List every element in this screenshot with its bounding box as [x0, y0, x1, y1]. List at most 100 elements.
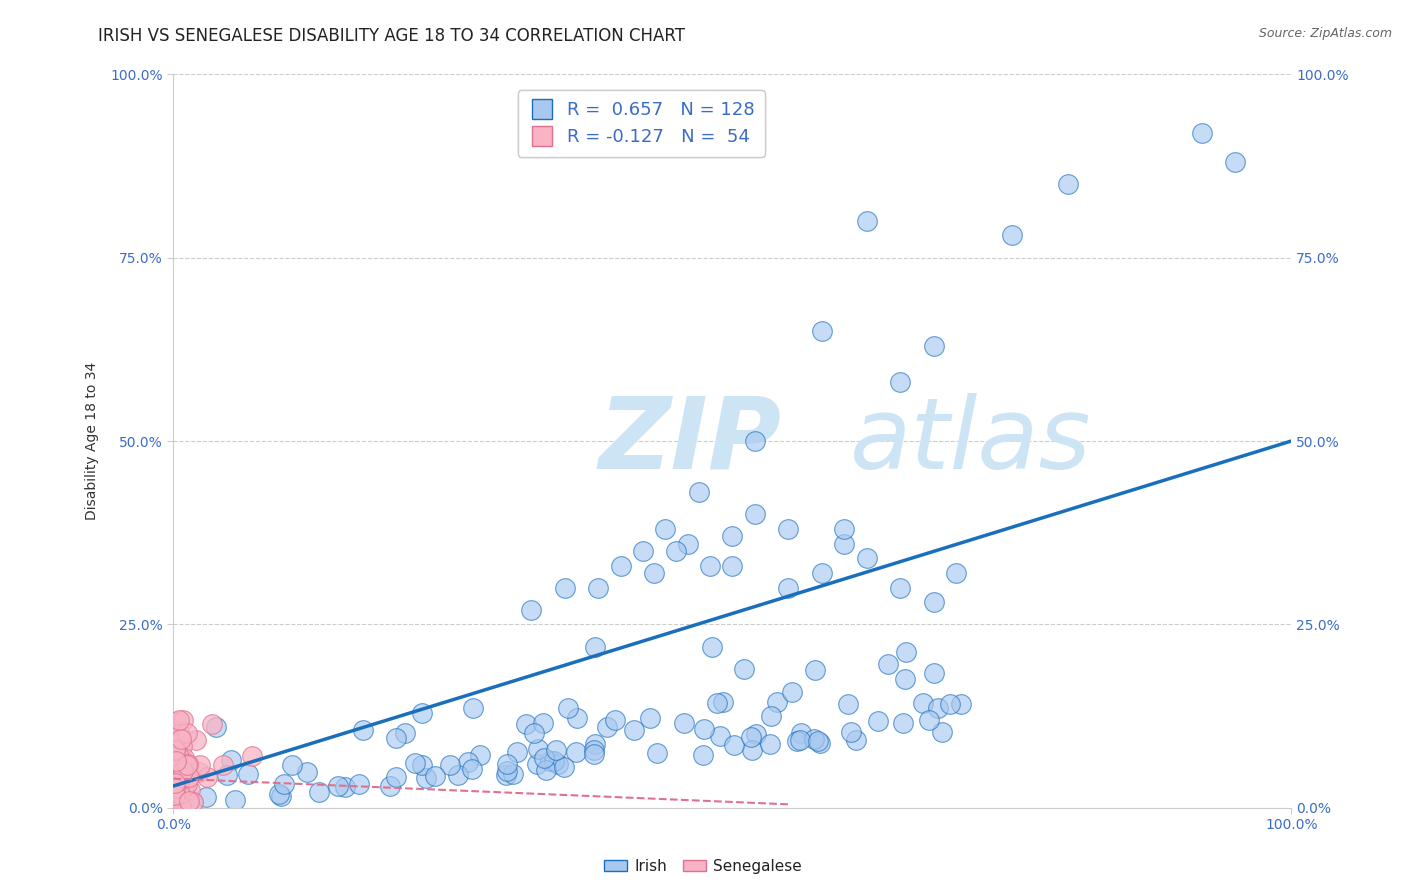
- Point: [889, 376, 911, 390]
- Point: [167, 714, 190, 728]
- Point: [172, 764, 194, 779]
- Point: [411, 758, 433, 772]
- Point: [163, 756, 186, 770]
- Point: [169, 788, 191, 802]
- Point: [700, 640, 723, 654]
- Point: [855, 214, 877, 228]
- Point: [744, 508, 766, 522]
- Point: [170, 732, 193, 747]
- Point: [803, 663, 825, 677]
- Point: [496, 764, 519, 778]
- Point: [167, 800, 190, 814]
- Point: [378, 780, 401, 794]
- Point: [744, 434, 766, 448]
- Point: [534, 764, 557, 778]
- Point: [557, 700, 579, 714]
- Point: [201, 717, 224, 731]
- Point: [546, 743, 568, 757]
- Point: [585, 640, 607, 654]
- Point: [789, 732, 811, 747]
- Point: [335, 780, 357, 794]
- Point: [1191, 126, 1213, 140]
- Point: [195, 789, 218, 804]
- Point: [170, 800, 193, 814]
- Point: [169, 781, 191, 796]
- Point: [173, 785, 195, 799]
- Point: [163, 789, 186, 803]
- Point: [181, 795, 204, 809]
- Point: [673, 715, 696, 730]
- Point: [163, 791, 186, 805]
- Point: [308, 785, 330, 799]
- Point: [221, 753, 243, 767]
- Point: [520, 603, 543, 617]
- Point: [565, 711, 588, 725]
- Point: [586, 581, 609, 595]
- Point: [609, 558, 631, 573]
- Text: ZIP: ZIP: [598, 392, 782, 490]
- Point: [832, 537, 855, 551]
- Point: [922, 665, 945, 680]
- Point: [1225, 155, 1247, 169]
- Point: [811, 324, 834, 338]
- Point: [741, 742, 763, 756]
- Point: [166, 761, 188, 775]
- Point: [927, 700, 949, 714]
- Point: [688, 485, 710, 500]
- Point: [165, 780, 187, 794]
- Point: [163, 791, 186, 805]
- Point: [352, 723, 374, 738]
- Point: [786, 734, 808, 748]
- Point: [411, 706, 433, 720]
- Point: [811, 566, 834, 581]
- Point: [949, 697, 972, 711]
- Point: [446, 768, 468, 782]
- Point: [463, 701, 485, 715]
- Point: [699, 558, 721, 573]
- Point: [523, 726, 546, 740]
- Point: [163, 743, 186, 757]
- Point: [439, 757, 461, 772]
- Point: [889, 581, 911, 595]
- Point: [1056, 177, 1078, 191]
- Point: [565, 745, 588, 759]
- Point: [394, 726, 416, 740]
- Point: [945, 566, 967, 581]
- Point: [167, 748, 190, 763]
- Point: [404, 756, 426, 770]
- Point: [385, 770, 408, 784]
- Point: [236, 767, 259, 781]
- Point: [179, 770, 201, 784]
- Point: [170, 751, 193, 765]
- Point: [169, 772, 191, 786]
- Point: [270, 789, 292, 804]
- Point: [596, 720, 619, 734]
- Point: [496, 756, 519, 771]
- Point: [215, 768, 238, 782]
- Point: [184, 732, 207, 747]
- Point: [778, 522, 800, 536]
- Point: [328, 780, 350, 794]
- Point: [603, 713, 626, 727]
- Point: [706, 696, 728, 710]
- Point: [911, 696, 934, 710]
- Point: [169, 773, 191, 788]
- Point: [415, 771, 437, 785]
- Point: [176, 777, 198, 791]
- Text: IRISH VS SENEGALESE DISABILITY AGE 18 TO 34 CORRELATION CHART: IRISH VS SENEGALESE DISABILITY AGE 18 TO…: [98, 27, 685, 45]
- Point: [165, 788, 187, 802]
- Point: [166, 790, 188, 805]
- Legend: Irish, Senegalese: Irish, Senegalese: [598, 853, 808, 880]
- Point: [538, 755, 561, 769]
- Point: [759, 738, 782, 752]
- Point: [645, 746, 668, 760]
- Point: [167, 780, 190, 794]
- Point: [845, 733, 868, 747]
- Point: [163, 791, 186, 805]
- Point: [876, 657, 898, 671]
- Point: [780, 685, 803, 699]
- Point: [166, 745, 188, 759]
- Point: [224, 793, 246, 807]
- Point: [176, 758, 198, 772]
- Point: [918, 713, 941, 727]
